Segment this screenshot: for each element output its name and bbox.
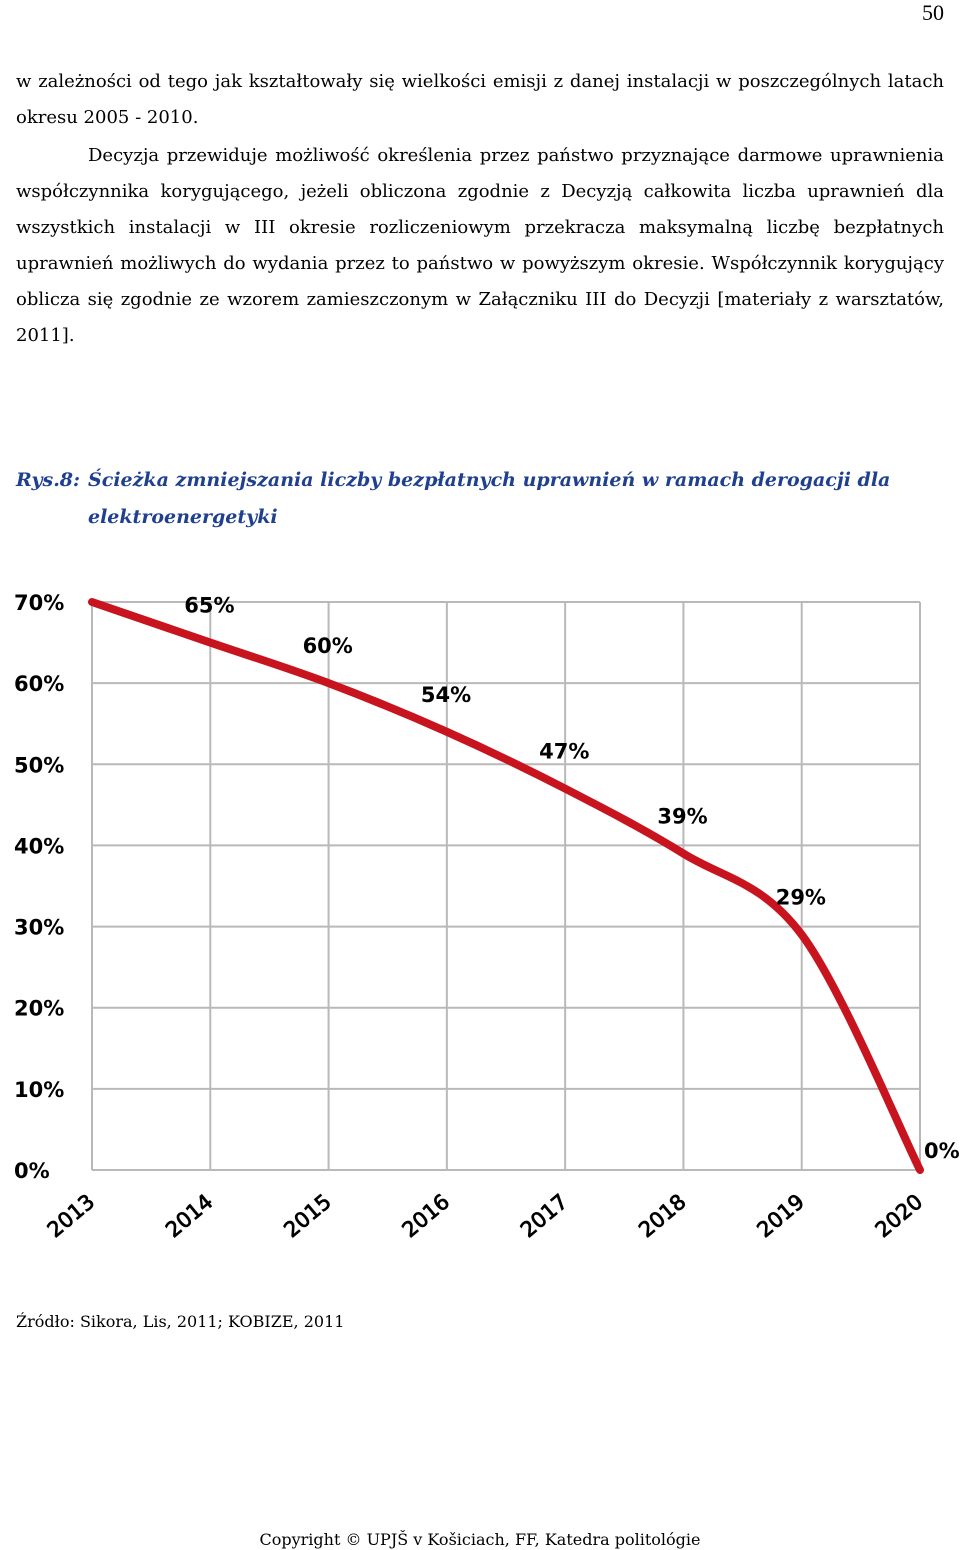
y-tick-label: 50% xyxy=(14,753,64,777)
x-tick-label: 2017 xyxy=(516,1189,572,1242)
data-label: 47% xyxy=(539,740,589,764)
data-labels: 65% 60% 54% 47% 39% 29% 0% xyxy=(184,594,959,1163)
page-footer: Copyright © UPJŠ v Košiciach, FF, Katedr… xyxy=(259,1530,701,1549)
data-point xyxy=(327,682,330,685)
data-label: 0% xyxy=(924,1139,960,1163)
x-tick-label: 2018 xyxy=(634,1189,690,1242)
data-point xyxy=(919,1169,921,1171)
data-point xyxy=(91,601,93,603)
line-chart: 0% 10% 20% 30% 40% 50% 60% 70% 2013 2014 2015 2016… xyxy=(14,591,960,1243)
y-tick-label: 20% xyxy=(14,997,64,1021)
figure-caption: Rys.8: Ścieżka zmniejszania liczby bezpła… xyxy=(16,462,944,536)
x-tick-label: 2020 xyxy=(871,1189,927,1242)
paragraph-1: w zależności od tego jak kształtowały si… xyxy=(16,71,944,128)
y-tick-label: 0% xyxy=(14,1159,50,1183)
figure-title-line2: elektroenergetyki xyxy=(88,506,278,528)
chart-grid xyxy=(91,601,921,1171)
figure-label: Rys.8: xyxy=(16,469,81,491)
data-label: 60% xyxy=(303,634,353,658)
paragraph-2: Decyzja przewiduje możliwość określenia … xyxy=(16,145,944,346)
y-tick-label: 30% xyxy=(14,916,64,940)
data-point xyxy=(209,641,212,644)
x-tick-label: 2014 xyxy=(161,1189,217,1242)
data-label: 54% xyxy=(421,683,471,707)
y-tick-label: 40% xyxy=(14,834,64,858)
y-axis-ticks: 0% 10% 20% 30% 40% 50% 60% 70% xyxy=(14,591,64,1183)
x-axis-ticks: 2013 2014 2015 2016 2017 2018 2019 2020 xyxy=(42,1189,927,1243)
data-label: 29% xyxy=(776,886,826,910)
series-line xyxy=(88,598,924,1174)
figure-title-line1: Ścieżka zmniejszania liczby bezpłatnych … xyxy=(88,469,891,491)
series-line-layer xyxy=(88,598,924,1174)
data-point xyxy=(445,730,448,733)
data-label: 39% xyxy=(657,805,707,829)
data-point xyxy=(564,787,567,790)
y-tick-label: 60% xyxy=(14,672,64,696)
y-tick-label: 70% xyxy=(14,591,64,615)
data-point xyxy=(682,852,685,855)
data-label: 65% xyxy=(184,594,234,618)
y-tick-label: 10% xyxy=(14,1078,64,1102)
data-point xyxy=(800,933,803,936)
x-tick-label: 2015 xyxy=(279,1189,335,1242)
page-number: 50 xyxy=(922,0,944,25)
source-note: Źródło: Sikora, Lis, 2011; KOBIZE, 2011 xyxy=(16,1312,345,1331)
x-tick-label: 2013 xyxy=(43,1189,99,1242)
x-tick-label: 2016 xyxy=(398,1189,454,1242)
x-tick-label: 2019 xyxy=(753,1189,809,1242)
